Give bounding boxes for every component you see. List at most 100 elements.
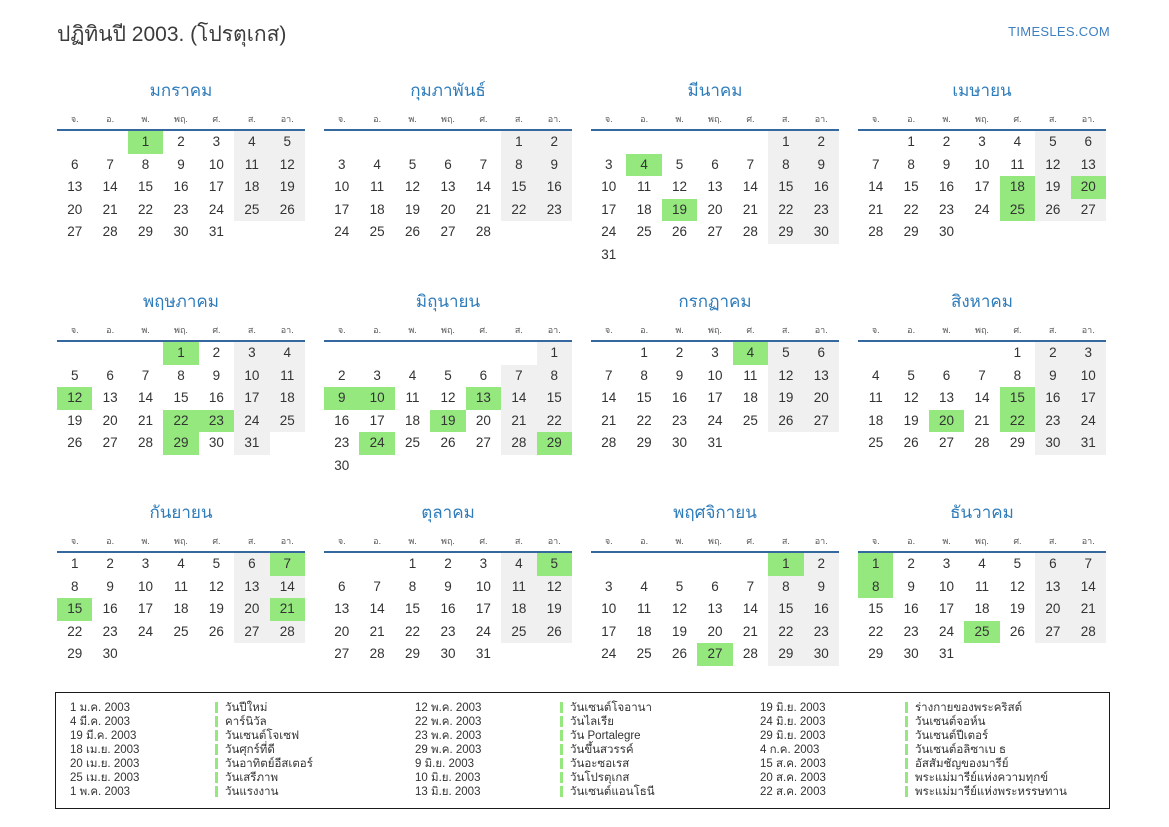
holiday-day-cell: 20: [1070, 176, 1106, 199]
weekday-label: อ.: [640, 325, 649, 335]
empty-day-cell: [324, 553, 359, 576]
day-cell: 26: [208, 623, 224, 639]
legend-date: 29 พ.ค. 2003: [415, 743, 482, 756]
empty-day-cell: [591, 342, 626, 365]
day-cell: 18: [868, 412, 884, 428]
legend-entry: 25 เม.ย. 2003 วันเสรีภาพ: [70, 771, 405, 785]
empty-day-cell: [430, 455, 465, 478]
empty-day-cell: [662, 131, 697, 154]
legend-holiday-name: วันเซนต์โจอานา: [560, 701, 750, 715]
day-cell: 21: [102, 201, 118, 217]
day-cell: 15: [405, 601, 421, 616]
day-cell: 16: [672, 390, 688, 405]
page-header: ปฏิทินปี 2003. (โปรตุเกส) TIMESLES.COM: [0, 0, 1169, 51]
day-cell: 7: [746, 156, 755, 172]
weekend-day-cell: 22: [768, 198, 804, 221]
holiday-day-cell: 21: [269, 598, 305, 621]
day-cell: 29: [1009, 435, 1025, 450]
holiday-marker-icon: [215, 772, 218, 783]
weekend-day-cell: 26: [536, 620, 572, 643]
weekend-day-cell: 15: [536, 387, 572, 410]
day-cell: 18: [405, 412, 421, 428]
legend-date: 22 พ.ค. 2003: [415, 715, 482, 728]
day-cell: 6: [106, 367, 114, 383]
day-cell: 24: [601, 224, 617, 239]
weekend-day-cell: 27: [803, 409, 839, 432]
day-cell: 25: [369, 224, 385, 239]
holiday-day-cell: 13: [465, 387, 502, 410]
day-cell: 13: [102, 390, 118, 405]
weekday-label: จ.: [871, 325, 880, 335]
weekend-day-cell: 30: [803, 643, 839, 666]
holiday-marker-icon: [905, 744, 908, 755]
weekday-label: พฤ.: [975, 114, 989, 124]
day-cell: 11: [405, 390, 420, 405]
weekday-label: อ.: [907, 114, 916, 124]
weekend-day-cell: 15: [768, 176, 804, 199]
empty-day-cell: [858, 131, 893, 154]
day-cell: 4: [871, 367, 880, 383]
weekend-day-cell: 19: [269, 176, 305, 199]
day-cell: 5: [675, 578, 684, 594]
legend-entry: 1 พ.ค. 2003 วันแรงงาน: [70, 785, 405, 799]
holiday-day-cell: 19: [661, 198, 698, 221]
empty-day-cell: [395, 455, 430, 478]
weekday-label: ส.: [247, 536, 256, 546]
day-cell: 6: [942, 367, 951, 383]
weekday-label: ศ.: [746, 536, 755, 546]
day-cell: 5: [1013, 556, 1022, 571]
day-cell: 3: [711, 345, 719, 360]
holiday-legend: 1 ม.ค. 2003 วันปีใหม่ 4 มี.ค. 2003 คาร์นิวั…: [55, 691, 1110, 809]
weekend-day-cell: 8: [768, 575, 804, 598]
legend-date: 25 เม.ย. 2003: [70, 771, 140, 784]
day-cell: 25: [742, 412, 758, 428]
weekend-day-cell: 4: [234, 131, 270, 154]
legend-holiday-name: คาร์นิวัล: [215, 715, 405, 729]
legend-holiday-name: วันแรงงาน: [215, 785, 405, 799]
day-cell: 9: [212, 367, 221, 383]
weekend-day-cell: 19: [1035, 176, 1071, 199]
weekend-day-cell: 15: [768, 598, 804, 621]
weekday-label: พฤ.: [441, 114, 455, 124]
weekend-day-cell: 10: [1070, 364, 1106, 387]
holiday-day-cell: 24: [359, 432, 395, 455]
weekday-label: จ.: [604, 114, 613, 124]
legend-holiday-name: วันเสรีภาพ: [215, 771, 405, 785]
site-link[interactable]: TIMESLES.COM: [1008, 24, 1110, 39]
weekday-label: อ.: [373, 114, 382, 124]
weekday-label: พ.: [408, 536, 417, 546]
day-cell: 21: [868, 201, 884, 217]
day-cell: 18: [636, 201, 652, 217]
holiday-marker-icon: [560, 716, 563, 727]
day-cell: 16: [334, 412, 350, 428]
holiday-marker-icon: [905, 772, 908, 783]
empty-day-cell: [929, 342, 964, 365]
weekend-day-cell: 20: [1035, 598, 1071, 621]
holiday-day-cell: 1: [127, 131, 164, 154]
day-cell: 15: [636, 390, 652, 405]
empty-day-cell: [270, 643, 305, 666]
day-cell: 22: [67, 623, 83, 639]
holiday-marker-icon: [905, 716, 908, 727]
legend-holiday-name: วันไลเรีย: [560, 715, 750, 729]
day-cell: 24: [707, 412, 723, 428]
empty-day-cell: [733, 553, 768, 576]
weekend-day-cell: 11: [234, 153, 270, 176]
day-cell: 5: [408, 156, 417, 172]
day-cell: 28: [742, 224, 758, 239]
day-cell: 22: [903, 201, 919, 217]
day-cell: 17: [939, 601, 955, 616]
weekend-day-cell: 16: [803, 598, 839, 621]
empty-day-cell: [92, 131, 127, 154]
day-cell: 25: [636, 646, 652, 661]
weekend-day-cell: 9: [803, 575, 839, 598]
day-cell: 20: [475, 412, 491, 428]
legend-entry: 20 เม.ย. 2003 วันอาทิตย์อีสเตอร์: [70, 757, 405, 771]
weekend-day-cell: 2: [536, 131, 572, 154]
day-cell: 5: [907, 367, 915, 383]
day-cell: 27: [939, 435, 955, 450]
weekday-label: พ.: [675, 536, 684, 546]
day-cell: 29: [903, 224, 919, 239]
day-cell: 7: [106, 156, 114, 172]
day-cell: 26: [1009, 623, 1025, 639]
